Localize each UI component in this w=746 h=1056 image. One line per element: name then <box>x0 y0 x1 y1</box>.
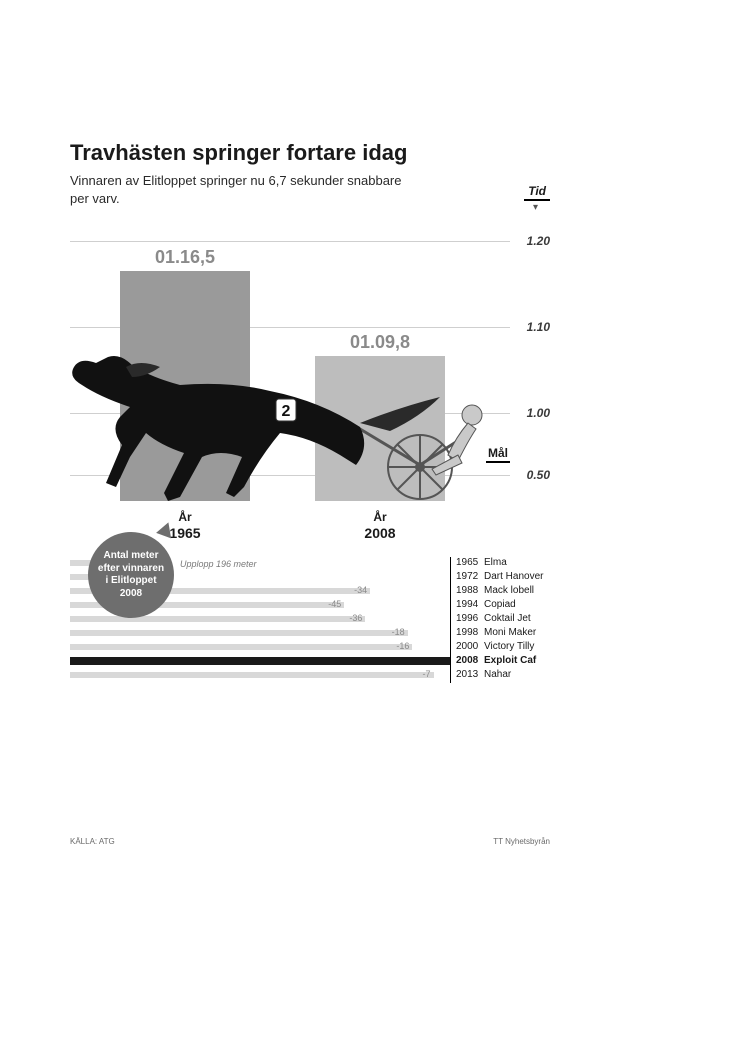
lane-meter-label: -36 <box>349 613 365 623</box>
headline: Travhästen springer fortare idag <box>70 140 550 166</box>
lane-horse-name: Nahar <box>484 669 511 680</box>
lane-year: 2000 <box>456 641 478 652</box>
lane-track <box>70 644 412 650</box>
finish-line <box>450 613 451 627</box>
lane-meter-label: -16 <box>396 641 412 651</box>
lane-horse-name: Coktail Jet <box>484 613 531 624</box>
lane-meter-label: -34 <box>354 585 370 595</box>
lane-year: 2008 <box>456 655 478 666</box>
lane-track <box>70 672 434 678</box>
gridline <box>70 241 510 242</box>
lane-meter-label: -18 <box>392 627 408 637</box>
finish-label: Mål <box>486 446 510 463</box>
lane-year: 1965 <box>456 557 478 568</box>
source-right: TT Nyhetsbyrån <box>493 837 550 846</box>
lane-year: 1996 <box>456 613 478 624</box>
lane-year: 2013 <box>456 669 478 680</box>
lane-horse-name: Copiad <box>484 599 516 610</box>
subheadline: Vinnaren av Elitloppet springer nu 6,7 s… <box>70 172 410 207</box>
lane-horse-name: Elma <box>484 557 507 568</box>
y-tick-label: 0.50 <box>527 468 550 482</box>
lane-year: 1994 <box>456 599 478 610</box>
bar-value: 01.16,5 <box>120 247 250 268</box>
lane-horse-name: Moni Maker <box>484 627 536 638</box>
lane-row: -181998Moni Maker <box>70 627 450 641</box>
finish-line <box>450 627 451 641</box>
lane-horse-name: Dart Hanover <box>484 571 543 582</box>
lane-row: 2008Exploit Caf <box>70 655 450 669</box>
lane-meter-label: -7 <box>423 669 434 679</box>
bar-chart: 1.201.101.000.5001.16,5År196501.09,8År20… <box>70 241 550 501</box>
finish-line <box>450 669 451 683</box>
y-axis-label: Tid <box>524 184 550 201</box>
footer: KÄLLA: ATG TT Nyhetsbyrån <box>70 837 550 846</box>
lane-track <box>70 630 408 636</box>
bar-1965: 01.16,5År1965 <box>120 271 250 501</box>
lane-horse-name: Mack lobell <box>484 585 534 596</box>
lane-year: 1988 <box>456 585 478 596</box>
lane-track <box>70 616 365 622</box>
source-left: KÄLLA: ATG <box>70 837 115 846</box>
lane-row: -72013Nahar <box>70 669 450 683</box>
lane-row: -162000Victory Tilly <box>70 641 450 655</box>
bar-xlabel: År2008 <box>315 508 445 541</box>
lane-year: 1998 <box>456 627 478 638</box>
finish-line <box>450 585 451 599</box>
svg-text:2: 2 <box>282 403 291 420</box>
y-tick-label: 1.10 <box>527 320 550 334</box>
y-tick-label: 1.20 <box>527 234 550 248</box>
lane-track <box>70 657 450 665</box>
finish-line <box>450 655 451 669</box>
axis-tick-icon: ▾ <box>533 202 538 213</box>
callout-bubble: Antal meter efter vinnaren i Elitloppet … <box>88 532 174 618</box>
lane-horse-name: Exploit Caf <box>484 655 536 666</box>
lane-year: 1972 <box>456 571 478 582</box>
bar-value: 01.09,8 <box>315 332 445 353</box>
finish-line <box>450 641 451 655</box>
finish-line <box>450 599 451 613</box>
finish-line <box>450 571 451 585</box>
lane-meter-label: -45 <box>328 599 344 609</box>
lane-horse-name: Victory Tilly <box>484 641 534 652</box>
bar-2008: 01.09,8År2008 <box>315 356 445 501</box>
finish-line <box>450 557 451 571</box>
y-tick-label: 1.00 <box>527 406 550 420</box>
